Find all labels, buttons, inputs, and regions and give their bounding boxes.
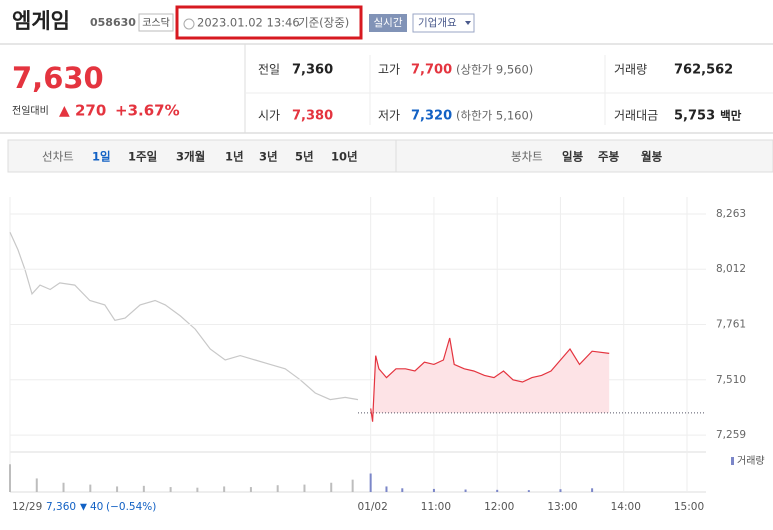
quote-label: 거래대금	[614, 109, 658, 123]
tab[interactable]: 5년	[295, 150, 314, 164]
y-tick-label: 7,761	[716, 319, 746, 331]
volume-bar	[196, 487, 199, 492]
price: 7,630	[12, 61, 104, 95]
volume-bar	[351, 479, 354, 492]
x-tick-label: 15:00	[674, 501, 704, 513]
x-tick-label: 12/29	[12, 501, 42, 513]
stock-code: 058630	[90, 16, 136, 29]
tab-bar	[7, 139, 773, 173]
volume-bar	[496, 489, 499, 492]
price-line	[370, 337, 610, 422]
volume-bar	[142, 485, 145, 492]
tab[interactable]: 3개월	[176, 150, 205, 164]
volume-bar	[116, 486, 119, 492]
volume-bar	[527, 490, 530, 492]
volume-bar	[89, 484, 92, 492]
quote-label: 저가	[378, 109, 400, 123]
highlight-box	[175, 5, 363, 40]
volume-bar	[303, 484, 306, 492]
x-tick-label: 11:00	[421, 501, 451, 513]
x-tick-label: 12:00	[484, 501, 514, 513]
volume-bar	[464, 489, 467, 492]
quote-value: 5,753	[674, 109, 715, 124]
datetime: 2023.01.02 13:46	[197, 16, 300, 30]
change: 270	[75, 102, 106, 120]
tab[interactable]: 월봉	[641, 150, 663, 164]
quote-value: 7,320	[411, 109, 452, 124]
change-label: 전일대비	[12, 105, 49, 117]
tab[interactable]: 10년	[331, 150, 358, 164]
summary-arrow: ▼	[80, 503, 87, 513]
quote-label: 전일	[258, 63, 280, 77]
volume-bar	[369, 473, 372, 492]
quote-value: 7,380	[292, 109, 333, 124]
x-tick-label: 13:00	[547, 501, 577, 513]
change-arrow: ▲	[59, 103, 70, 119]
volume-bar	[35, 478, 38, 492]
stock-name: 엠게임	[12, 9, 70, 33]
x-tick-label: 01/02	[358, 501, 388, 513]
realtime-button[interactable]	[369, 14, 407, 32]
area	[370, 338, 610, 422]
quote-label: 고가	[378, 63, 400, 77]
quote-note: (하한가 5,160)	[456, 109, 533, 123]
dropdown-arrow	[465, 21, 471, 25]
volume-bar	[223, 486, 226, 492]
tab[interactable]: 1일	[92, 150, 111, 164]
quote-note: (상한가 9,560)	[456, 63, 533, 77]
tab-label: 봉차트	[511, 150, 543, 164]
tab[interactable]: 1년	[225, 150, 244, 164]
summary-pct: (−0.54%)	[106, 501, 156, 513]
volume-bar	[330, 482, 333, 492]
company[interactable]: 기업개요	[418, 16, 457, 29]
realtime[interactable]: 실시간	[374, 17, 403, 29]
x-tick-label: 14:00	[611, 501, 641, 513]
summary-close: 7,360	[46, 501, 76, 513]
volume-bar	[62, 482, 65, 492]
quote-label: 시가	[258, 109, 280, 123]
y-tick-label: 8,263	[716, 208, 746, 220]
price-line	[9, 231, 359, 401]
volume-bar	[401, 488, 404, 492]
quote-note: 백만	[720, 109, 742, 123]
legend-swatch	[731, 457, 734, 465]
y-tick-label: 7,259	[716, 429, 746, 441]
y-tick-label: 7,510	[716, 374, 746, 386]
volume-bar	[432, 488, 435, 492]
quote-label: 거래량	[614, 63, 647, 77]
quote-value: 7,700	[411, 63, 452, 78]
market: 코스닥	[142, 17, 170, 29]
quote-value: 7,360	[292, 63, 333, 78]
quote-value: 762,562	[674, 63, 733, 78]
tab[interactable]: 일봉	[562, 150, 584, 164]
volume-bar	[385, 486, 388, 492]
tab[interactable]: 주봉	[598, 150, 620, 164]
volume-bar	[169, 487, 172, 492]
summary-change: 40	[90, 501, 103, 513]
y-tick-label: 8,012	[716, 263, 746, 275]
tab[interactable]: 1주일	[128, 150, 157, 164]
volume-bar	[559, 489, 562, 492]
volume-bar	[276, 485, 279, 492]
volume-bar	[591, 488, 594, 492]
legend-label: 거래량	[737, 455, 765, 467]
volume-bar	[249, 487, 252, 492]
volume-bar	[9, 464, 11, 492]
basis: 기준(장중)	[298, 16, 349, 30]
company-button[interactable]	[412, 13, 475, 33]
change-pct: +3.67%	[115, 102, 180, 120]
tab[interactable]: 3년	[259, 150, 278, 164]
clock-icon	[183, 18, 195, 30]
market-badge	[138, 13, 174, 32]
tab-label: 선차트	[42, 150, 74, 164]
